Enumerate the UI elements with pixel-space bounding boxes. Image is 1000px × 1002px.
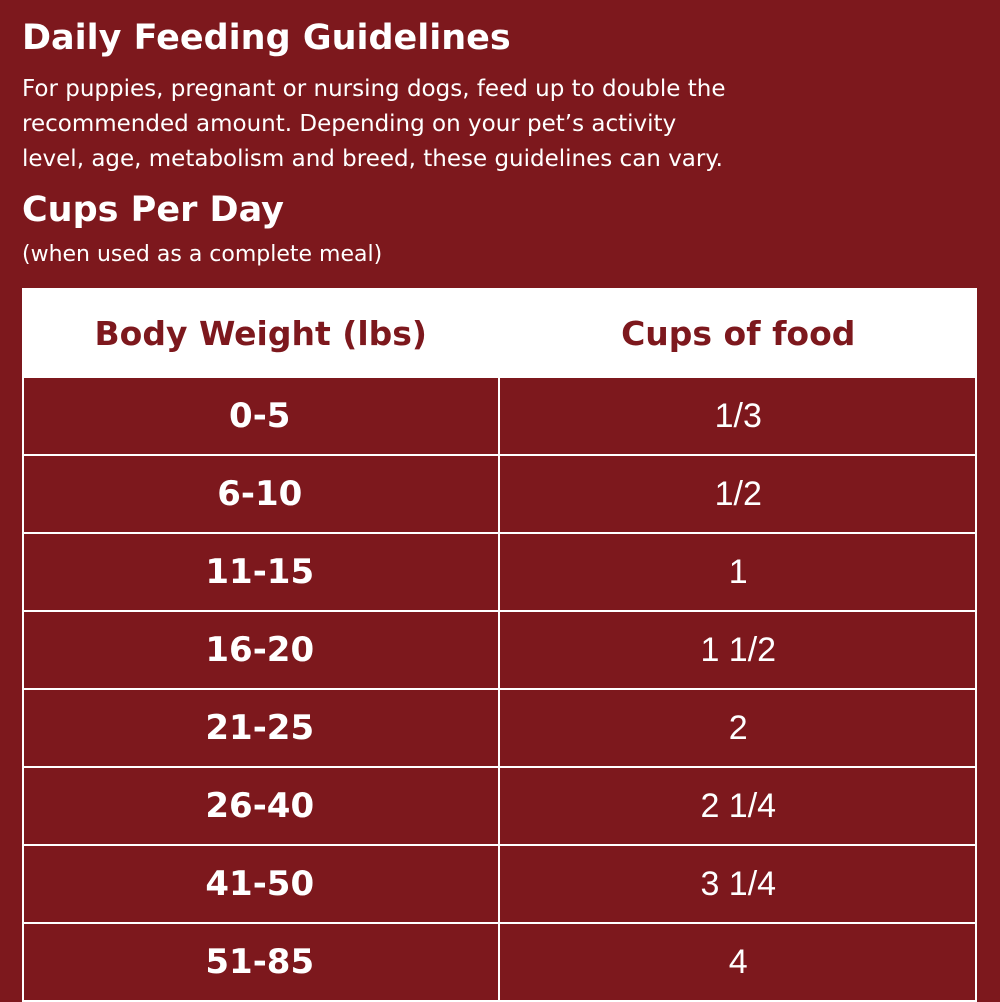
description-line: level, age, metabolism and breed, these …	[22, 146, 723, 172]
cups-cell: 2	[728, 708, 748, 747]
description-line: For puppies, pregnant or nursing dogs, f…	[22, 76, 726, 102]
table-row: 0-5 1/3	[22, 378, 977, 456]
subtitle: Cups Per Day	[22, 190, 284, 230]
cups-cell: 4	[728, 942, 748, 981]
cups-cell: 3 1/4	[700, 864, 777, 903]
note: (when used as a complete meal)	[22, 242, 383, 267]
cups-cell: 1/3	[714, 396, 762, 435]
description: For puppies, pregnant or nursing dogs, f…	[22, 72, 725, 177]
table-row: 16-20 1 1/2	[22, 612, 977, 690]
cups-cell: 2 1/4	[700, 786, 777, 825]
weight-cell: 41-50	[22, 846, 500, 922]
weight-cell: 0-5	[22, 378, 500, 454]
table-row: 11-15 1	[22, 534, 977, 612]
weight-cell: 16-20	[22, 612, 500, 688]
cups-cell: 1 1/2	[700, 630, 777, 669]
feeding-table: Body Weight (lbs) Cups of food 0-5 1/3 6-10 1…	[22, 288, 977, 1002]
table-row: 21-25 2	[22, 690, 977, 768]
table-row: 51-85 4	[22, 924, 977, 1002]
cups-cell: 1	[728, 552, 748, 591]
table-row: 6-10 1/2	[22, 456, 977, 534]
column-header: Cups of food	[621, 313, 856, 353]
weight-cell: 6-10	[22, 456, 500, 532]
table-row: 26-40 2 1/4	[22, 768, 977, 846]
description-line: recommended amount. Depending on your pe…	[22, 111, 677, 137]
title: Daily Feeding Guidelines	[22, 18, 511, 58]
weight-cell: 21-25	[22, 690, 500, 766]
header-row: Body Weight (lbs) Cups of food	[22, 288, 977, 378]
cups-cell: 1/2	[714, 474, 762, 513]
weight-cell: 51-85	[22, 924, 500, 1000]
column-header: Body Weight (lbs)	[94, 313, 427, 353]
weight-cell: 11-15	[22, 534, 500, 610]
weight-cell: 26-40	[22, 768, 500, 844]
table-row: 41-50 3 1/4	[22, 846, 977, 924]
